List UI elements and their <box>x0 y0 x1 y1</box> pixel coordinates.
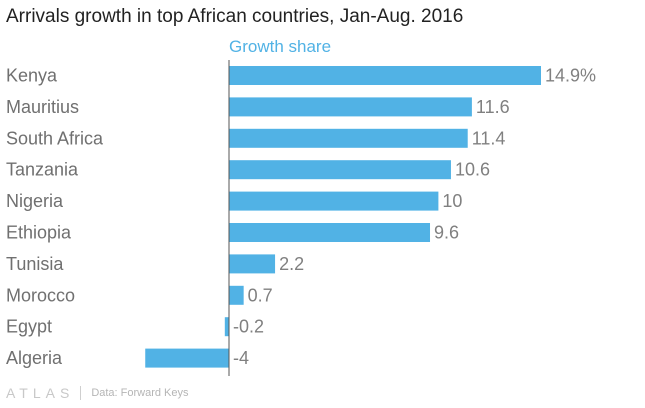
value-label: -4 <box>233 348 249 368</box>
value-label: 9.6 <box>434 223 459 243</box>
category-label: Kenya <box>6 66 58 86</box>
bar <box>229 97 472 117</box>
value-label: 10.6 <box>455 160 490 180</box>
bar <box>229 191 439 211</box>
value-label: 14.9% <box>545 66 596 86</box>
value-label: 2.2 <box>279 254 304 274</box>
value-label: 0.7 <box>248 285 273 305</box>
value-label: 10 <box>442 191 462 211</box>
bar <box>229 223 431 242</box>
category-label: Ethiopia <box>6 223 72 243</box>
value-label: -0.2 <box>233 317 264 337</box>
category-label: Egypt <box>6 317 52 337</box>
chart-title: Arrivals growth in top African countries… <box>6 6 464 27</box>
category-label: Algeria <box>6 348 63 368</box>
category-label: Tanzania <box>6 160 79 180</box>
bar <box>145 348 229 368</box>
series-label: Growth share <box>229 37 331 56</box>
source-note: Data: Forward Keys <box>91 387 189 399</box>
bar-chart: Growth share Kenya 14.9% Mauritius 11.6 South… <box>6 37 596 376</box>
category-label: Nigeria <box>6 191 64 211</box>
bar <box>229 128 468 148</box>
bar <box>229 66 541 85</box>
bar <box>229 160 451 180</box>
bar <box>224 317 229 337</box>
value-label: 11.4 <box>472 128 506 148</box>
category-label: Morocco <box>6 285 75 305</box>
category-label: Tunisia <box>6 254 64 274</box>
category-label: South Africa <box>6 128 104 148</box>
atlas-logo: ATLAS <box>6 385 75 401</box>
footer-divider <box>80 386 82 400</box>
bar <box>229 254 276 274</box>
category-label: Mauritius <box>6 97 79 117</box>
value-label: 11.6 <box>476 97 510 117</box>
footer: ATLAS Data: Forward Keys <box>6 385 189 401</box>
bar <box>229 285 244 305</box>
